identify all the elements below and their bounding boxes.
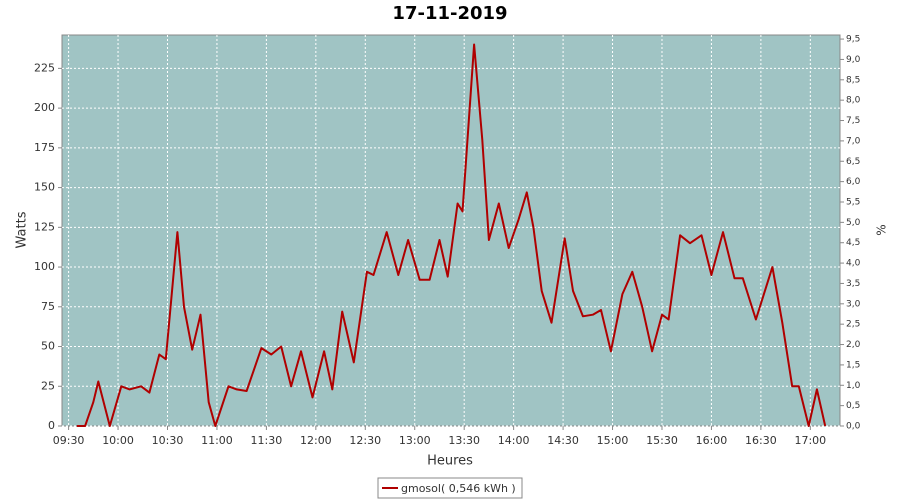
y2-tick-label: 3,5 <box>846 279 860 289</box>
y-axis-label: Watts <box>15 211 30 248</box>
x-tick-label: 09:30 <box>53 434 85 447</box>
y2-tick-label: 7,5 <box>846 116 860 126</box>
chart-title: 17-11-2019 <box>392 3 507 24</box>
y-tick-label: 200 <box>34 101 55 114</box>
x-tick-label: 11:00 <box>201 434 233 447</box>
y-tick-label: 25 <box>41 379 55 392</box>
y2-tick-label: 2,0 <box>846 340 861 350</box>
y2-tick-label: 5,0 <box>846 218 861 228</box>
y2-tick-label: 1,5 <box>846 360 860 370</box>
y-tick-label: 0 <box>48 419 55 432</box>
y2-tick-label: 9,0 <box>846 55 861 65</box>
y-tick-label: 50 <box>41 340 55 353</box>
y2-tick-label: 6,5 <box>846 157 860 167</box>
x-tick-label: 16:00 <box>696 434 728 447</box>
y2-tick-label: 0,5 <box>846 401 860 411</box>
y2-tick-label: 3,0 <box>846 299 861 309</box>
y-tick-label: 150 <box>34 181 55 194</box>
legend-label: gmosol( 0,546 kWh ) <box>401 482 516 495</box>
x-tick-label: 15:30 <box>646 434 678 447</box>
y2-axis-label: % <box>875 224 889 235</box>
x-tick-label: 12:30 <box>349 434 381 447</box>
y-tick-label: 175 <box>34 141 55 154</box>
plot-area <box>61 34 841 427</box>
x-axis-label: Heures <box>427 454 473 469</box>
x-tick-label: 12:00 <box>300 434 332 447</box>
x-tick-label: 10:30 <box>152 434 184 447</box>
series-line <box>76 43 827 427</box>
y2-tick-label: 8,5 <box>846 75 860 85</box>
y2-tick-label: 9,5 <box>846 35 860 45</box>
legend-box <box>377 477 523 499</box>
x-tick-label: 11:30 <box>251 434 283 447</box>
y2-tick-label: 4,5 <box>846 238 860 248</box>
y-tick-label: 100 <box>34 260 55 273</box>
y2-tick-label: 1,0 <box>846 381 861 391</box>
y-tick-label: 225 <box>34 61 55 74</box>
x-tick-label: 15:00 <box>597 434 629 447</box>
y-tick-label: 75 <box>41 300 55 313</box>
x-tick-label: 10:00 <box>102 434 134 447</box>
y2-tick-label: 6,0 <box>846 177 861 187</box>
x-tick-label: 13:00 <box>399 434 431 447</box>
y2-tick-label: 2,5 <box>846 320 860 330</box>
y2-tick-label: 4,0 <box>846 259 861 269</box>
x-tick-label: 17:00 <box>794 434 826 447</box>
y-tick-label: 125 <box>34 220 55 233</box>
y2-tick-label: 0,0 <box>846 422 861 432</box>
x-tick-label: 13:30 <box>448 434 480 447</box>
y2-tick-label: 8,0 <box>846 96 861 106</box>
y2-tick-label: 7,0 <box>846 136 861 146</box>
x-tick-label: 16:30 <box>745 434 777 447</box>
x-tick-label: 14:00 <box>498 434 530 447</box>
x-tick-label: 14:30 <box>547 434 579 447</box>
y2-tick-label: 5,5 <box>846 197 860 207</box>
